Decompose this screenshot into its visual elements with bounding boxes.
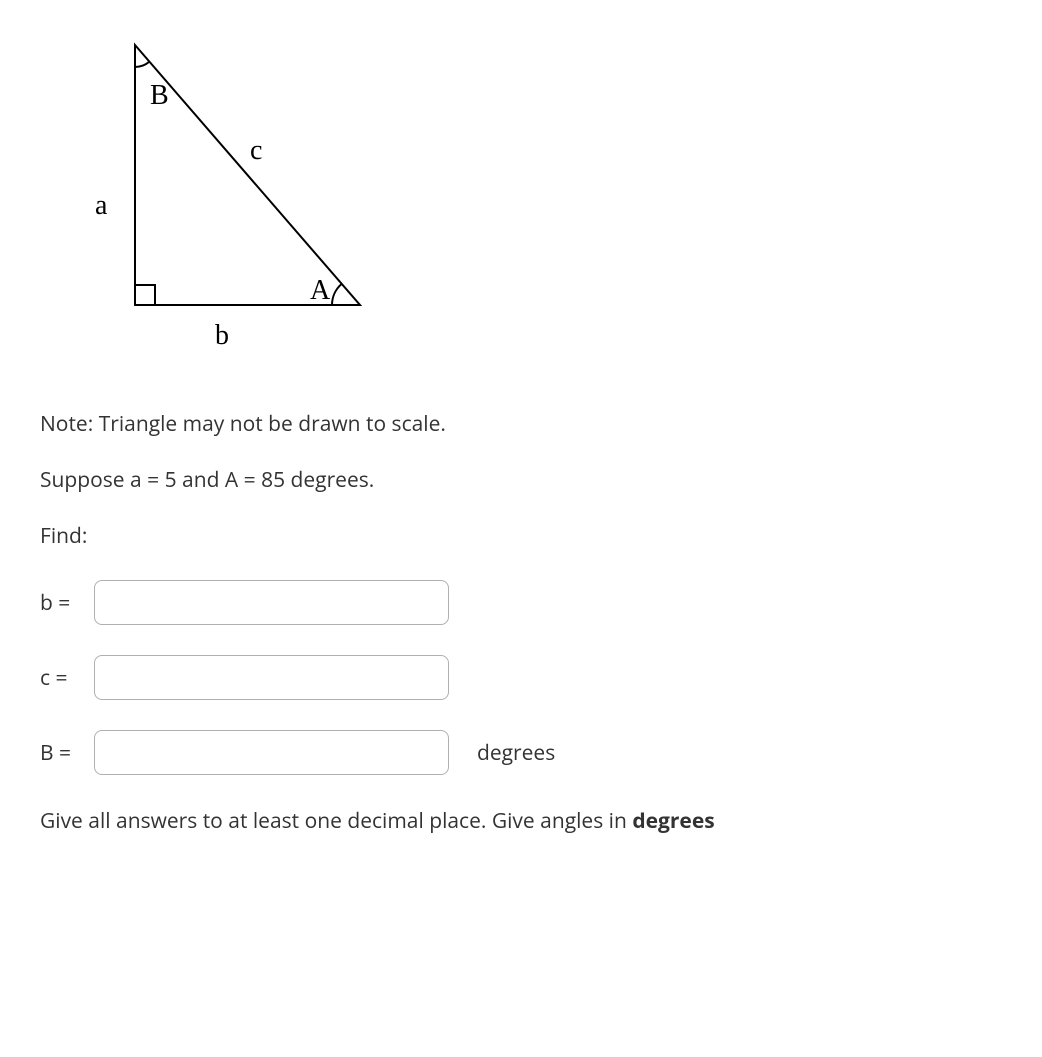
instructions-bold: degrees [632,807,714,835]
b-input[interactable] [94,580,449,625]
side-label-c: c [250,135,262,167]
answer-unit: degrees [477,739,555,767]
c-input[interactable] [94,655,449,700]
angle-arc-a [332,284,342,305]
note-text: Note: Triangle may not be drawn to scale… [40,410,1002,438]
vertex-label-a: A [310,275,330,307]
side-label-b: b [215,320,229,352]
answer-row: B = degrees [40,730,1002,775]
B-input[interactable] [94,730,449,775]
find-text: Find: [40,522,1002,550]
triangle-outline [135,45,360,305]
vertex-label-b: B [150,80,169,112]
answer-label: B = [40,739,90,767]
right-angle-marker [135,285,155,305]
suppose-text: Suppose a = 5 and A = 85 degrees. [40,466,1002,494]
instructions-prefix: Give all answers to at least one decimal… [40,807,632,835]
triangle-diagram: B c a A b [40,20,400,380]
answer-row: b = [40,580,1002,625]
instructions-text: Give all answers to at least one decimal… [40,807,1002,835]
answer-row: c = [40,655,1002,700]
answer-label: c = [40,664,90,692]
side-label-a: a [95,190,107,222]
answer-label: b = [40,589,90,617]
angle-arc-b [135,62,149,67]
